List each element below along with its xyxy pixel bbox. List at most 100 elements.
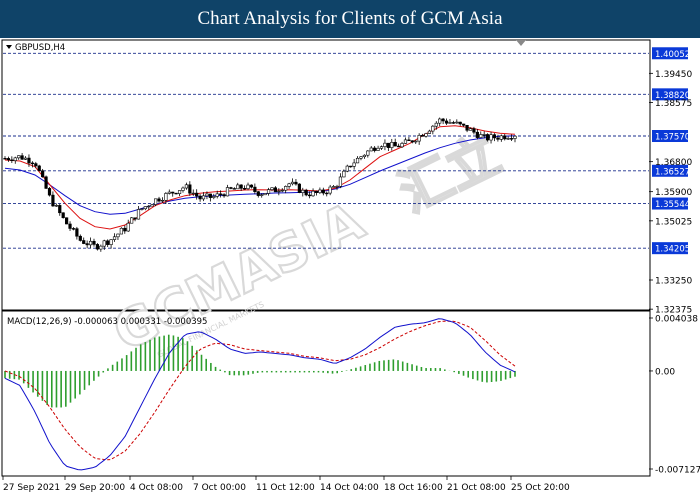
candle-body	[157, 198, 161, 202]
candle-body	[106, 240, 110, 245]
candle	[239, 184, 243, 191]
candle-body	[496, 137, 500, 140]
candle-body	[359, 156, 363, 159]
candle	[472, 126, 476, 135]
candle-body	[277, 190, 281, 193]
candle	[177, 190, 182, 197]
candle	[143, 206, 147, 211]
candle	[215, 190, 219, 199]
candle	[373, 146, 377, 153]
candle	[345, 164, 349, 173]
level-tag	[652, 88, 688, 101]
candle	[116, 233, 120, 240]
candle	[301, 187, 305, 197]
candle	[284, 185, 288, 194]
candle-body	[301, 189, 305, 193]
candle	[424, 132, 428, 138]
symbol-dropdown-icon[interactable]	[6, 45, 12, 49]
candle-body	[455, 121, 459, 124]
candle-body	[438, 118, 442, 124]
candle	[431, 124, 435, 135]
candle	[54, 203, 58, 207]
candle	[23, 156, 28, 161]
candle-body	[10, 159, 14, 161]
level-tag-label: 1.37570	[655, 133, 690, 143]
candle	[229, 186, 233, 190]
candle	[492, 133, 497, 142]
candle-body	[321, 189, 325, 194]
candle-body	[119, 227, 123, 235]
candle-body	[294, 181, 298, 185]
macd-y-tick-label: 0.00	[655, 367, 675, 377]
candle-body	[349, 165, 353, 168]
candle-body	[126, 222, 130, 232]
candle	[157, 196, 161, 203]
level-tag	[652, 197, 688, 210]
candle-body	[325, 192, 329, 195]
candle-body	[164, 193, 168, 201]
candle-body	[82, 240, 86, 244]
x-tick-label: 25 Oct 20:00	[511, 483, 570, 493]
candle	[256, 191, 260, 198]
candle-body	[266, 189, 271, 194]
candle	[496, 134, 500, 142]
candle-body	[386, 142, 390, 148]
candle-body	[47, 188, 52, 196]
candle	[376, 145, 380, 151]
candle	[479, 131, 483, 138]
candle-body	[342, 170, 346, 178]
candle-body	[109, 239, 113, 245]
candle	[102, 239, 106, 250]
candle	[434, 121, 438, 130]
candle	[321, 187, 325, 196]
level-tag-label: 1.34205	[655, 245, 690, 255]
candle-body	[130, 217, 134, 224]
y-tick-label: 1.35900	[655, 188, 692, 198]
candle-body	[195, 192, 199, 197]
candle-body	[410, 140, 414, 143]
candle	[397, 143, 401, 148]
candle-body	[489, 134, 493, 141]
candle-body	[41, 170, 45, 178]
candle	[417, 133, 421, 145]
candle-body	[246, 184, 250, 190]
x-tick-label: 27 Sep 2021	[3, 483, 60, 493]
candle-body	[205, 193, 209, 197]
candle	[171, 191, 175, 197]
candle	[13, 156, 17, 164]
candle	[150, 203, 154, 207]
candle	[10, 156, 14, 164]
candle-body	[318, 189, 322, 194]
candle	[85, 240, 89, 249]
candle	[438, 117, 442, 127]
candle-body	[458, 121, 462, 125]
candle	[308, 191, 312, 199]
candle-body	[236, 184, 240, 190]
candle-body	[434, 122, 438, 127]
candle-body	[345, 165, 349, 172]
candle-body	[338, 176, 343, 187]
candle	[270, 187, 274, 192]
candle-body	[143, 206, 147, 210]
candle	[486, 133, 490, 142]
candle-body	[472, 128, 476, 133]
candle	[280, 188, 284, 193]
candle	[188, 181, 192, 196]
candle-body	[328, 186, 332, 194]
candle-body	[314, 190, 319, 194]
y-tick-label: 1.39450	[655, 70, 692, 80]
chart-shift-icon[interactable]	[516, 40, 526, 46]
candle-body	[225, 187, 230, 197]
candle-body	[427, 130, 432, 134]
candle	[475, 129, 479, 140]
candle	[414, 140, 418, 144]
candle	[44, 175, 48, 190]
candle	[133, 217, 137, 222]
candle-body	[88, 240, 93, 246]
candle	[174, 192, 178, 195]
candle-body	[102, 240, 106, 247]
candle	[65, 217, 69, 225]
candle-body	[335, 186, 339, 188]
candle	[106, 239, 110, 247]
